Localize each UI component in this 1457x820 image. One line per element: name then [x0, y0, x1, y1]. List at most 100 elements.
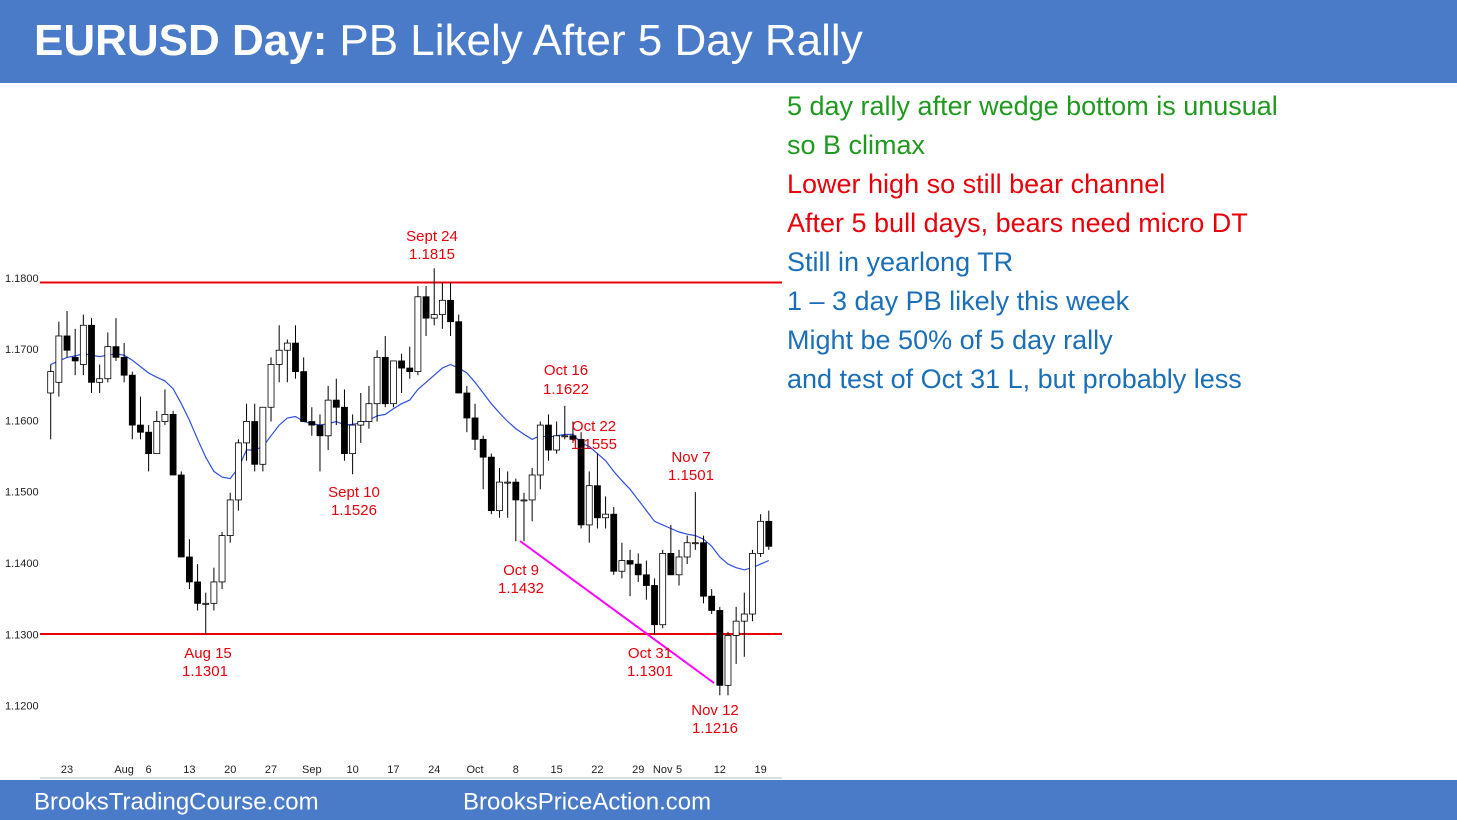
x-tick-label: 20	[224, 764, 236, 776]
candle-body	[365, 403, 373, 422]
candle-body	[79, 324, 87, 365]
y-tick-label: 1.1300	[5, 629, 39, 641]
candle-body	[96, 378, 104, 383]
candle-body	[398, 360, 405, 369]
candle-body	[332, 399, 340, 408]
annotation: 1.1815	[409, 246, 455, 263]
annotation: 1.1216	[692, 720, 738, 737]
candle-body	[642, 574, 650, 586]
candle-body	[740, 613, 748, 622]
candle-body	[308, 421, 316, 426]
annotation: 1.1501	[668, 467, 714, 484]
candle-body	[610, 513, 618, 572]
header-bar	[0, 0, 1457, 83]
candle-body	[186, 556, 193, 583]
candle-body	[504, 481, 512, 484]
annotation: Oct 31	[628, 645, 672, 662]
footer-bar	[0, 780, 1457, 820]
candle-body	[447, 299, 454, 323]
candle-body	[316, 424, 324, 437]
candle-body	[683, 542, 691, 558]
candle-body	[757, 520, 765, 554]
candle-body	[349, 424, 357, 455]
candle-body	[128, 374, 136, 426]
candle-body	[71, 356, 79, 362]
note: 1 – 3 day PB likely this week	[787, 286, 1130, 316]
moving-average	[50, 353, 770, 571]
candle-body	[341, 406, 348, 455]
annotations: Sept 24 1.1815 Oct 16 1.1622 Oct 22 1.15…	[182, 228, 739, 737]
note: After 5 bull days, bears need micro DT	[787, 208, 1248, 238]
annotation: 1.1432	[498, 580, 544, 597]
annotation: Nov 7	[671, 449, 710, 466]
footer-left: BrooksTradingCourse.com	[34, 788, 319, 815]
y-tick-label: 1.1700	[5, 344, 39, 356]
candle-body	[765, 520, 773, 547]
x-tick-label: 27	[265, 764, 277, 776]
note: and test of Oct 31 L, but probably less	[787, 364, 1242, 394]
x-tick-label: 10	[346, 764, 358, 776]
note: Might be 50% of 5 day rally	[787, 325, 1113, 355]
candle-body	[602, 513, 609, 519]
candle-body	[63, 335, 71, 351]
notes: 5 day rally after wedge bottom is unusua…	[787, 91, 1278, 394]
annotation: 1.1555	[571, 436, 617, 453]
candle-body	[226, 499, 234, 536]
candle-body	[300, 371, 308, 422]
plot: 1.1200 1.1300 1.1400 1.1500 1.1600 1.1700 1.18…	[5, 268, 782, 776]
candle-body	[373, 356, 381, 405]
candle-body	[210, 581, 218, 604]
x-tick-label: 22	[591, 764, 603, 776]
candle-body	[177, 474, 185, 558]
candle-body	[553, 435, 561, 451]
candle-body	[234, 442, 242, 501]
annotation: 1.1526	[331, 502, 377, 519]
candle-body	[487, 456, 495, 512]
candle-body	[691, 542, 699, 545]
candle-body	[259, 406, 267, 465]
y-tick-label: 1.1600	[5, 415, 39, 427]
trend-line	[519, 540, 715, 684]
note: so B climax	[787, 130, 926, 160]
candle-body	[512, 481, 520, 501]
candle-body	[55, 335, 63, 383]
x-tick-label: 23	[61, 764, 73, 776]
candle-body	[47, 371, 55, 394]
x-tick-label: Oct	[466, 764, 483, 776]
candle-body	[594, 485, 601, 519]
x-tick-label: 13	[183, 764, 195, 776]
candle-body	[479, 438, 487, 458]
candle-body	[406, 367, 414, 373]
note: 5 day rally after wedge bottom is unusua…	[787, 91, 1278, 121]
candle-body	[104, 346, 112, 380]
candle-body	[112, 346, 120, 358]
candle-body	[275, 349, 283, 365]
candle-body	[243, 421, 250, 444]
title: EURUSD Day: PB Likely After 5 Day Rally	[34, 16, 863, 65]
title-rest: PB Likely After 5 Day Rally	[339, 16, 862, 65]
candle-body	[324, 399, 332, 437]
candle-body	[194, 581, 201, 604]
candle-body	[716, 610, 724, 686]
candle-body	[463, 392, 471, 419]
candle-body	[496, 481, 503, 512]
candle-body	[137, 424, 144, 433]
annotation: Oct 9	[503, 562, 539, 579]
note: Lower high so still bear channel	[787, 169, 1165, 199]
candle-body	[700, 542, 707, 597]
candle-body	[667, 553, 675, 576]
candle-body	[153, 421, 161, 455]
x-tick-label: 15	[550, 764, 562, 776]
annotation: Aug 15	[184, 645, 232, 662]
annotation: 1.1301	[627, 663, 673, 680]
annotation: Nov 12	[691, 702, 739, 719]
x-tick-label: 5	[676, 764, 682, 776]
candle-body	[169, 413, 177, 476]
x-tick-label: Aug	[114, 764, 134, 776]
candle-body	[292, 342, 299, 373]
y-tick-label: 1.1200	[5, 701, 39, 713]
candle-body	[520, 499, 528, 502]
annotation: Sept 10	[328, 484, 380, 501]
